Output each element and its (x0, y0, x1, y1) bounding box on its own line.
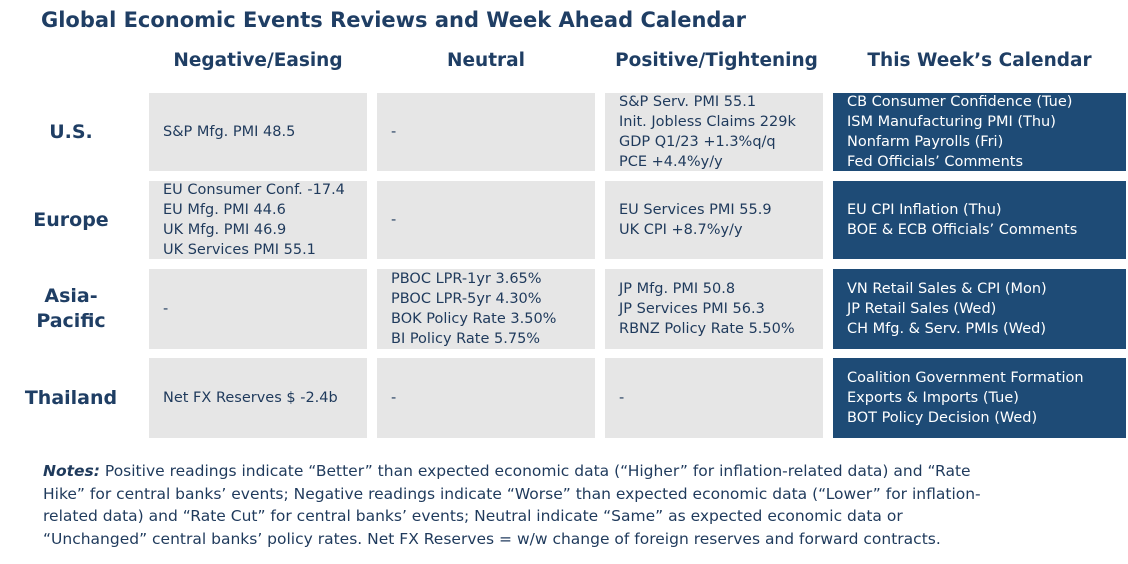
column-header-calendar: This Week’s Calendar (867, 50, 1092, 71)
cell-line: EU Mfg. PMI 44.6 (163, 202, 286, 218)
cell-line: RBNZ Policy Rate 5.50% (619, 321, 795, 337)
page-title: Global Economic Events Reviews and Week … (41, 8, 746, 32)
cell-line: - (391, 124, 397, 140)
cell-line: UK Mfg. PMI 46.9 (163, 222, 287, 238)
cell-us-neutral: - (377, 93, 595, 171)
cell-line: CB Consumer Confidence (Tue) (847, 94, 1073, 110)
cell-thailand-negative: Net FX Reserves $ -2.4b (149, 358, 367, 438)
row-label-europe: Europe (33, 208, 109, 231)
cell-line: JP Mfg. PMI 50.8 (619, 281, 736, 297)
notes-paragraph: Notes: Positive readings indicate “Bette… (43, 460, 1108, 550)
cell-asia-negative: - (149, 269, 367, 349)
cell-line: PBOC LPR-1yr 3.65% (391, 271, 542, 287)
cell-line: EU CPI Inflation (Thu) (847, 202, 1002, 218)
notes-line: Hike” for central banks’ events; Negativ… (43, 484, 981, 503)
row-label-line: Asia- (44, 285, 98, 307)
cell-line: JP Services PMI 56.3 (619, 301, 765, 317)
cell-line: Nonfarm Payrolls (Fri) (847, 134, 1004, 150)
cell-line: - (391, 390, 397, 406)
row-label-line: Pacific (36, 310, 106, 332)
cell-line: CH Mfg. & Serv. PMIs (Wed) (847, 321, 1046, 337)
column-header-neutral: Neutral (447, 50, 525, 71)
cell-asia-calendar: VN Retail Sales & CPI (Mon) JP Retail Sa… (833, 269, 1126, 349)
cell-europe-negative: EU Consumer Conf. -17.4 EU Mfg. PMI 44.6… (149, 181, 367, 259)
cell-asia-neutral: PBOC LPR-1yr 3.65% PBOC LPR-5yr 4.30% BO… (377, 269, 595, 349)
cell-line: Exports & Imports (Tue) (847, 390, 1019, 406)
cell-thailand-positive: - (605, 358, 823, 438)
cell-line: Net FX Reserves $ -2.4b (163, 390, 338, 406)
cell-thailand-neutral: - (377, 358, 595, 438)
row-label-thailand: Thailand (24, 386, 118, 409)
cell-line: S&P Mfg. PMI 48.5 (163, 124, 296, 140)
cell-line: PCE +4.4%y/y (619, 154, 723, 170)
notes-text: Positive readings indicate “Better” than… (99, 462, 971, 480)
cell-line: - (163, 301, 169, 317)
notes-line: related data) and “Rate Cut” for central… (43, 507, 903, 525)
cell-line: Coalition Government Formation (847, 370, 1084, 386)
cell-line: - (391, 212, 397, 228)
notes-line: Notes: Positive readings indicate “Bette… (43, 460, 1108, 483)
cell-us-calendar: CB Consumer Confidence (Tue) ISM Manufac… (833, 93, 1126, 171)
notes-label: Notes: (43, 462, 100, 480)
row-label-asia-pacific: Asia- Pacific (0, 269, 142, 349)
cell-line: BOK Policy Rate 3.50% (391, 311, 557, 327)
cell-line: UK CPI +8.7%y/y (619, 222, 743, 238)
cell-line: EU Consumer Conf. -17.4 (163, 182, 345, 198)
cell-thailand-calendar: Coalition Government Formation Exports &… (833, 358, 1126, 438)
cell-europe-neutral: - (377, 181, 595, 259)
cell-line: VN Retail Sales & CPI (Mon) (847, 281, 1047, 297)
cell-line: PBOC LPR-5yr 4.30% (391, 291, 542, 307)
row-label-us: U.S. (49, 120, 93, 143)
cell-asia-positive: JP Mfg. PMI 50.8 JP Services PMI 56.3 RB… (605, 269, 823, 349)
cell-line: BOT Policy Decision (Wed) (847, 410, 1038, 426)
column-header-positive: Positive/Tightening (615, 50, 818, 71)
cell-us-positive: S&P Serv. PMI 55.1 Init. Jobless Claims … (605, 93, 823, 171)
column-header-negative: Negative/Easing (173, 50, 343, 71)
cell-europe-positive: EU Services PMI 55.9 UK CPI +8.7%y/y (605, 181, 823, 259)
cell-line: Init. Jobless Claims 229k (619, 114, 796, 130)
cell-line: BI Policy Rate 5.75% (391, 331, 541, 347)
cell-us-negative: S&P Mfg. PMI 48.5 (149, 93, 367, 171)
cell-line: - (619, 390, 625, 406)
cell-europe-calendar: EU CPI Inflation (Thu) BOE & ECB Officia… (833, 181, 1126, 259)
cell-line: Fed Officials’ Comments (847, 154, 1023, 170)
notes-line: “Unchanged” central banks’ policy rates.… (43, 529, 941, 548)
cell-line: GDP Q1/23 +1.3%q/q (619, 134, 776, 150)
cell-line: UK Services PMI 55.1 (163, 242, 316, 258)
cell-line: JP Retail Sales (Wed) (847, 301, 997, 317)
cell-line: ISM Manufacturing PMI (Thu) (847, 114, 1056, 130)
cell-line: EU Services PMI 55.9 (619, 202, 772, 218)
cell-line: S&P Serv. PMI 55.1 (619, 94, 757, 110)
cell-line: BOE & ECB Officials’ Comments (847, 222, 1078, 238)
